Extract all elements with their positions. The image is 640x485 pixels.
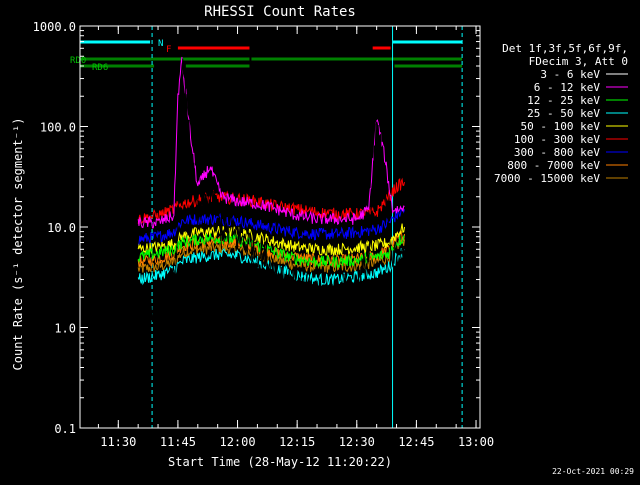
- flag-bar-f-segment: [177, 46, 250, 50]
- flag-bar-f-segment: [372, 46, 391, 50]
- flag-bar-rd0-segment: [251, 57, 391, 61]
- y-tick-label: 10.0: [47, 221, 76, 235]
- flag-bar-n-segment: [392, 40, 463, 44]
- y-tick-label: 100.0: [40, 121, 76, 135]
- series-line-7000-15000keV: [137, 236, 405, 273]
- flag-label-f: F: [166, 45, 171, 55]
- flag-bar-rd6-segment: [394, 64, 463, 68]
- y-axis-label: Count Rate (s⁻¹ detector segment⁻¹): [11, 118, 25, 371]
- legend-header-line-2: FDecim 3, Att 0: [529, 55, 628, 68]
- x-tick-label: 11:30: [100, 435, 136, 449]
- chart-title: RHESSI Count Rates: [204, 4, 356, 20]
- series-line-3-6keV: [137, 58, 405, 350]
- footer-date: 22-Oct-2021 00:29: [552, 467, 634, 476]
- legend-label: 3 - 6 keV: [540, 68, 600, 81]
- flag-bar-rd6-segment: [185, 64, 250, 68]
- x-tick-label: 12:00: [219, 435, 255, 449]
- flag-bar-rd0-segment: [80, 57, 250, 61]
- x-tick-label: 11:45: [160, 435, 196, 449]
- legend-label: 12 - 25 keV: [527, 94, 600, 107]
- legend-label: 800 - 7000 keV: [507, 159, 600, 172]
- legend-label: 300 - 800 keV: [514, 146, 600, 159]
- flag-label-n: N: [158, 39, 163, 49]
- legend-label: 25 - 50 keV: [527, 107, 600, 120]
- x-tick-label: 13:00: [458, 435, 494, 449]
- flag-bar-n-segment: [80, 40, 151, 44]
- flag-label-rd6: RD6: [92, 63, 108, 73]
- flag-bar-rd6-segment: [80, 64, 155, 68]
- legend-header-line-1: Det 1f,3f,5f,6f,9f,: [502, 42, 628, 55]
- legend-label: 7000 - 15000 keV: [494, 172, 600, 185]
- x-tick-label: 12:45: [398, 435, 434, 449]
- series-line-300-800keV: [137, 206, 405, 245]
- x-tick-label: 12:15: [279, 435, 315, 449]
- x-axis-label: Start Time (28-May-12 11:20:22): [168, 455, 392, 469]
- y-tick-label: 1.0: [54, 322, 76, 336]
- flag-bar-rd0-segment: [390, 57, 463, 61]
- legend-label: 50 - 100 keV: [521, 120, 601, 133]
- flag-label-rd0: RD0: [70, 56, 86, 66]
- legend-label: 100 - 300 keV: [514, 133, 600, 146]
- series-line-12-25keV: [137, 231, 405, 270]
- y-tick-label: 1000.0: [33, 20, 76, 34]
- series-line-50-100keV: [137, 223, 405, 257]
- legend-label: 6 - 12 keV: [534, 81, 601, 94]
- y-tick-label: 0.1: [54, 422, 76, 436]
- x-tick-label: 12:30: [339, 435, 375, 449]
- series-line-100-300keV: [137, 177, 405, 225]
